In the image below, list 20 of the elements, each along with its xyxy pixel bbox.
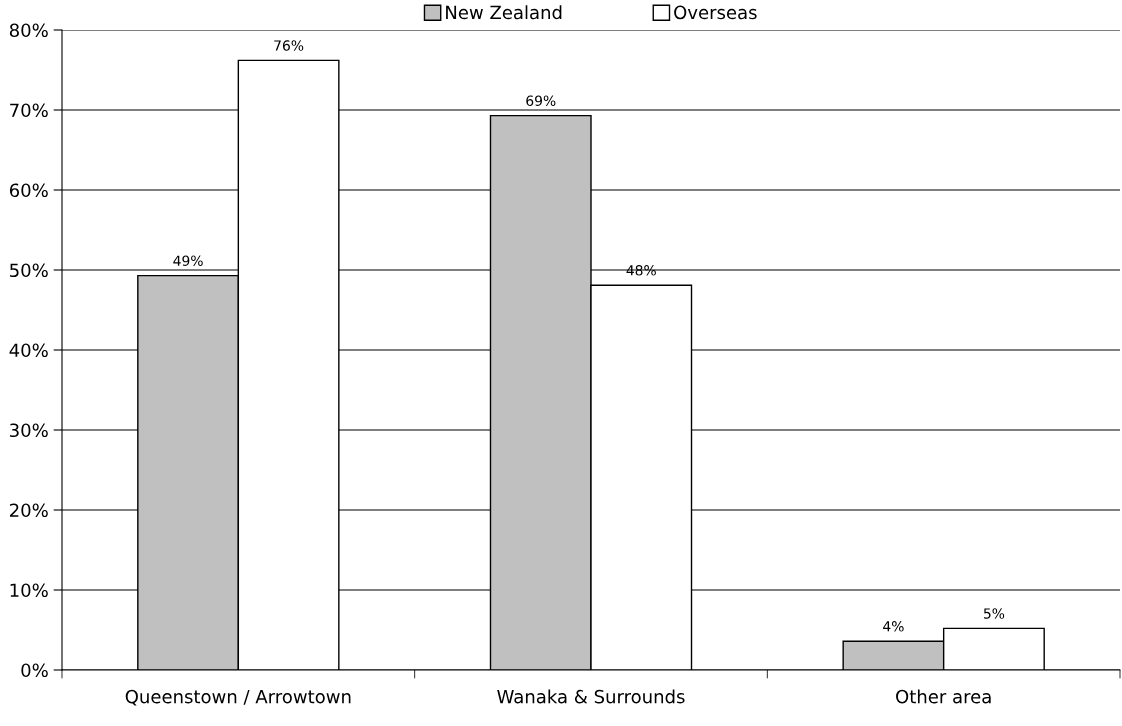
x-tick-label: Wanaka & Surrounds [497, 689, 685, 704]
y-tick-label: 70% [10, 103, 48, 118]
legend-label: Overseas [674, 5, 757, 20]
y-tick-label: 10% [10, 583, 48, 598]
data-label: 4% [883, 621, 904, 632]
y-tick-label: 40% [9, 343, 48, 358]
y-tick-label: 80% [9, 23, 48, 38]
data-label: 76% [274, 40, 304, 51]
y-tick-label: 0% [21, 663, 48, 678]
y-tick-label: 30% [10, 423, 48, 438]
data-label: 5% [983, 608, 1005, 619]
x-tick-label: Other area [896, 689, 991, 704]
data-label: 69% [526, 95, 556, 106]
y-tick-label: 60% [9, 183, 48, 198]
x-tick-label: Queenstown / Arrowtown [125, 689, 351, 706]
y-tick-label: 50% [10, 263, 48, 278]
y-tick-label: 20% [10, 503, 48, 518]
data-label: 49% [173, 255, 203, 266]
legend-label: New Zealand [446, 5, 562, 20]
data-label: 48% [626, 265, 656, 276]
